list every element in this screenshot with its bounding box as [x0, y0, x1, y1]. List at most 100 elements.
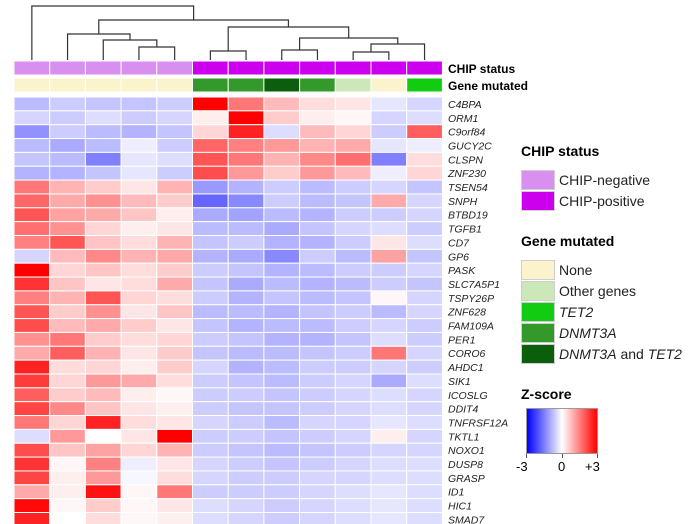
dendrogram-branch — [138, 46, 176, 60]
heatmap-cell — [227, 512, 265, 524]
zscore-tick-min: -3 — [516, 459, 528, 474]
annotation-cell-gene — [120, 77, 158, 93]
heatmap-cell — [156, 110, 194, 126]
gene-label: SMAD7 — [448, 514, 485, 524]
heatmap-cell — [263, 470, 301, 486]
heatmap-cell — [192, 110, 229, 126]
heatmap-cell — [120, 124, 158, 140]
heatmap-cell — [192, 415, 229, 430]
heatmap-cell — [370, 331, 408, 347]
annotation-cell-chip — [84, 60, 122, 76]
heatmap-cell — [192, 179, 229, 195]
annotation-cell-chip — [263, 60, 301, 76]
heatmap-cell — [13, 484, 51, 500]
heatmap-cell — [120, 276, 158, 292]
heatmap-cell — [370, 442, 408, 458]
heatmap-cell — [406, 359, 443, 375]
heatmap-cell — [156, 318, 194, 333]
annotation-cell-gene — [334, 77, 372, 93]
heatmap-cell — [334, 415, 372, 430]
heatmap-cell — [84, 124, 122, 140]
heatmap-cell — [406, 387, 443, 403]
heatmap-cell — [156, 331, 194, 347]
heatmap-cell — [299, 262, 336, 278]
heatmap-cell — [227, 124, 265, 140]
dendrogram-branch — [102, 39, 158, 60]
heatmap-cell — [156, 235, 194, 250]
heatmap-cell — [49, 442, 86, 458]
heatmap-cell — [299, 151, 336, 167]
gene-label: DDIT4 — [448, 404, 478, 416]
heatmap-cell — [370, 359, 408, 375]
heatmap-cell — [406, 470, 443, 486]
heatmap-cell — [406, 401, 443, 417]
annotation-cell-chip — [299, 60, 336, 76]
heatmap-cell — [263, 262, 301, 278]
heatmap-cell — [192, 484, 229, 500]
other-genes-swatch — [521, 281, 555, 301]
heatmap-cell — [156, 456, 194, 472]
heatmap-cell — [227, 442, 265, 458]
heatmap-cell — [84, 138, 122, 153]
heatmap-cell — [49, 304, 86, 320]
heatmap-cell — [13, 512, 51, 524]
tet2-label: TET2 — [559, 304, 594, 320]
heatmap-cell — [299, 498, 336, 513]
gene-label: ZNF628 — [447, 307, 486, 319]
gene-track-label: Gene mutated — [448, 79, 528, 93]
heatmap-cell — [263, 345, 301, 361]
annotation-cell-chip — [120, 60, 158, 76]
tick-mark-mid — [562, 454, 563, 458]
heatmap-cell — [263, 428, 301, 444]
other-genes-label: Other genes — [559, 283, 637, 299]
heatmap-cell — [334, 359, 372, 375]
gene-label: TSEN54 — [448, 182, 488, 194]
heatmap-cell — [120, 138, 158, 153]
heatmap-cell — [120, 318, 158, 333]
heatmap-cell — [227, 373, 265, 389]
gene-label: TGFB1 — [448, 224, 482, 236]
heatmap-cell — [334, 498, 372, 513]
heatmap-cell — [156, 124, 194, 140]
heatmap-cell — [227, 359, 265, 375]
heatmap-cell — [370, 498, 408, 513]
heatmap-cell — [49, 373, 86, 389]
heatmap-cell — [156, 428, 194, 444]
heatmap-cell — [406, 262, 443, 278]
heatmap-cell — [299, 221, 336, 236]
heatmap-cell — [227, 290, 265, 306]
heatmap-cell — [84, 373, 122, 389]
gene-label: CORO6 — [448, 348, 486, 360]
heatmap-cell — [13, 470, 51, 486]
chip-negative-swatch — [521, 170, 555, 190]
heatmap-cell — [334, 428, 372, 444]
heatmap-cell — [370, 401, 408, 417]
heatmap-cell — [263, 248, 301, 264]
gene-label: GP6 — [448, 251, 469, 263]
heatmap-cell — [192, 124, 229, 140]
annotation-cell-chip — [334, 60, 372, 76]
annotation-cell-gene — [49, 77, 86, 93]
zscore-tick-mid: 0 — [558, 459, 566, 474]
heatmap-cell — [227, 138, 265, 153]
heatmap-cell — [227, 151, 265, 167]
heatmap-cell — [84, 235, 122, 250]
heatmap-cell — [49, 345, 86, 361]
heatmap-cell — [49, 193, 86, 209]
heatmap-cell — [120, 165, 158, 181]
chip-positive-swatch — [521, 191, 555, 211]
heatmap-cell — [84, 207, 122, 223]
heatmap-cell — [370, 276, 408, 292]
annotation-cell-gene — [156, 77, 194, 93]
heatmap-cell — [120, 304, 158, 320]
heatmap-cell — [227, 235, 265, 250]
dendrogram-branch — [227, 26, 350, 51]
heatmap-cell — [334, 165, 372, 181]
heatmap-cell — [13, 442, 51, 458]
heatmap-cell — [192, 331, 229, 347]
heatmap-cell — [156, 470, 194, 486]
heatmap-cell — [120, 235, 158, 250]
heatmap-cell — [120, 442, 158, 458]
heatmap-cell — [406, 456, 443, 472]
